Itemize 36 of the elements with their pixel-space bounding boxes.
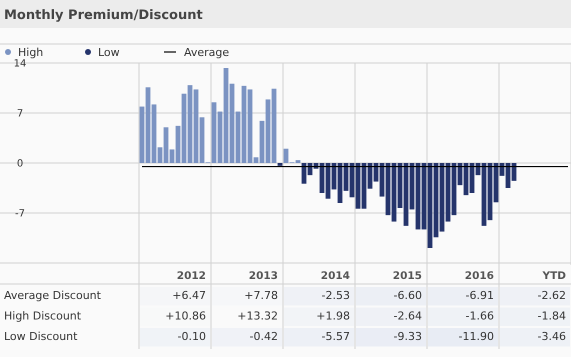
data-label: +6.47 <box>172 289 206 302</box>
data-label: +13.32 <box>237 310 278 322</box>
y-tick-label: 7 <box>16 108 24 120</box>
data-label: -2.62 <box>538 289 566 302</box>
y-tick-label: High Discount <box>4 310 82 322</box>
data-label: -0.42 <box>250 330 278 343</box>
legend-label: High <box>18 46 44 59</box>
data-label: -0.10 <box>178 330 206 343</box>
data-label: -3.46 <box>538 330 566 343</box>
y-tick-label: 14 <box>14 58 26 70</box>
data-label: -6.91 <box>466 289 494 302</box>
data-label: +7.78 <box>244 289 278 302</box>
y-tick-label: -7 <box>15 208 25 220</box>
data-label: -2.53 <box>322 289 350 302</box>
bar <box>278 163 282 166</box>
data-label: -1.66 <box>466 310 494 322</box>
y-tick-label: Average Discount <box>4 289 102 302</box>
chart-title: Monthly Premium/Discount <box>4 8 203 23</box>
legend-label: Average <box>184 46 230 59</box>
y-tick-label: 0 <box>16 158 24 170</box>
data-label: -11.90 <box>458 330 494 343</box>
data-label: +10.86 <box>165 310 206 322</box>
x-tick-label: 2016 <box>464 270 494 282</box>
data-label: -2.64 <box>394 310 422 322</box>
x-tick-label: 2014 <box>320 270 350 282</box>
data-label: -9.33 <box>394 330 422 343</box>
x-tick-label: 2013 <box>248 270 278 282</box>
y-tick-label: Low Discount <box>4 330 78 343</box>
x-tick-label: YTD <box>542 270 566 282</box>
x-tick-label: 2012 <box>176 270 206 282</box>
data-label: -1.84 <box>538 310 566 322</box>
x-tick-label: 2015 <box>392 270 422 282</box>
legend-label: Low <box>98 46 120 59</box>
data-label: -5.57 <box>322 330 350 343</box>
data-label: +1.98 <box>316 310 350 322</box>
data-label: -6.60 <box>394 289 422 302</box>
